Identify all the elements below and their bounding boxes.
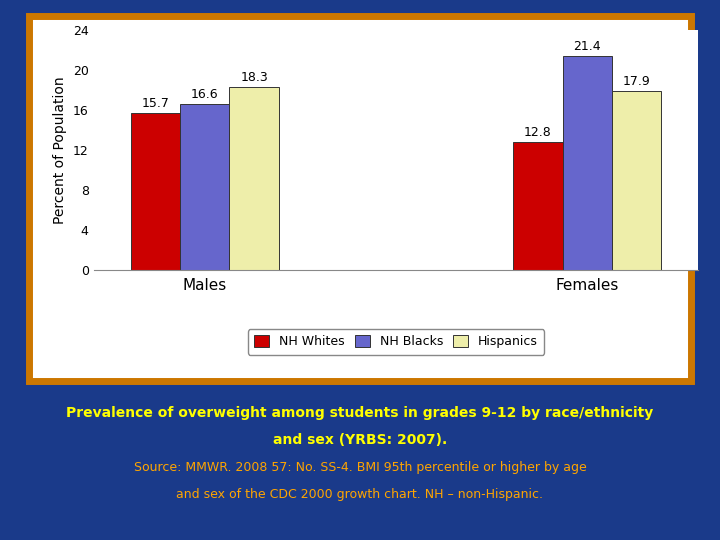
Bar bbox=[130, 113, 180, 270]
Text: Prevalence of overweight among students in grades 9-12 by race/ethnicity: Prevalence of overweight among students … bbox=[66, 406, 654, 420]
Bar bbox=[562, 56, 612, 270]
Text: and sex of the CDC 2000 growth chart. NH – non-Hispanic.: and sex of the CDC 2000 growth chart. NH… bbox=[176, 488, 544, 501]
Bar bbox=[612, 91, 662, 270]
Bar bbox=[513, 142, 562, 270]
Bar bbox=[180, 104, 230, 270]
Text: 15.7: 15.7 bbox=[141, 97, 169, 110]
Text: 12.8: 12.8 bbox=[524, 126, 552, 139]
Text: 17.9: 17.9 bbox=[623, 75, 651, 88]
Text: and sex (YRBS: 2007).: and sex (YRBS: 2007). bbox=[273, 433, 447, 447]
FancyBboxPatch shape bbox=[29, 16, 691, 381]
Text: Source: MMWR. 2008 57: No. SS-4. BMI 95th percentile or higher by age: Source: MMWR. 2008 57: No. SS-4. BMI 95t… bbox=[134, 461, 586, 474]
Legend: NH Whites, NH Blacks, Hispanics: NH Whites, NH Blacks, Hispanics bbox=[248, 329, 544, 355]
Bar bbox=[230, 87, 279, 270]
Text: 18.3: 18.3 bbox=[240, 71, 268, 84]
Text: 16.6: 16.6 bbox=[191, 88, 218, 102]
Text: 21.4: 21.4 bbox=[574, 40, 601, 53]
Y-axis label: Percent of Population: Percent of Population bbox=[53, 76, 67, 224]
